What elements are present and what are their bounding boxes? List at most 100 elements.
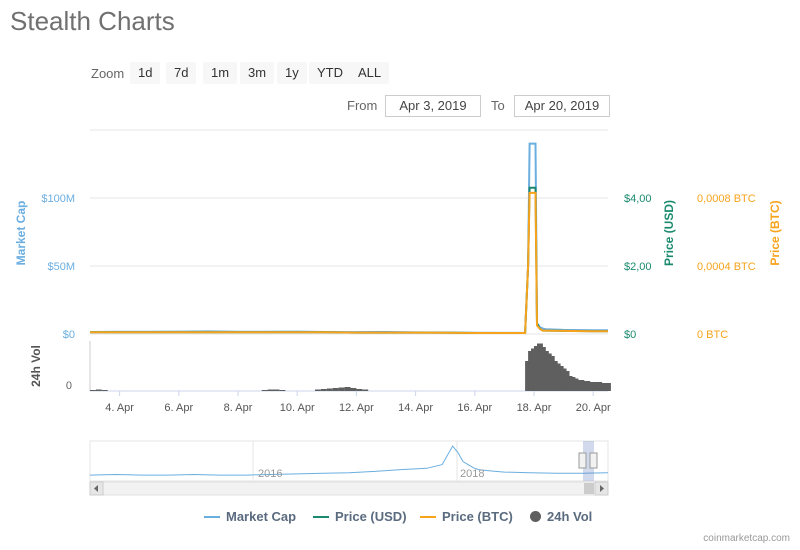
x-tick-label: 6. Apr [164,402,193,414]
volume-tick-label: 0 [66,380,72,392]
market-cap-tick-label: $50M [47,261,75,273]
x-tick-label: 8. Apr [224,402,253,414]
x-tick-label: 10. Apr [280,402,315,414]
volume-bar[interactable] [261,390,268,391]
x-tick-label: 18. Apr [517,402,552,414]
zoom-all-button[interactable]: ALL [350,62,390,84]
volume-bar[interactable] [525,361,531,391]
volume-bar[interactable] [575,380,582,391]
volume-bar[interactable] [560,368,567,392]
chart-area[interactable]: $0 $50M $100M $0 $2,00 $4,00 0 BTC 0,0004 BTC 0,… [0,0,800,510]
volume-bar[interactable] [554,363,561,392]
volume-bar[interactable] [356,389,363,391]
navigator[interactable]: 2016 2018 [89,440,609,496]
navigator-label-2018: 2018 [460,468,484,480]
volume-bar[interactable] [563,371,570,391]
volume-bar[interactable] [267,389,274,392]
volume-bar[interactable] [578,380,585,391]
page-title: Stealth Charts [10,6,175,36]
volume-bar[interactable] [548,356,555,391]
navigator-right-handle[interactable] [589,452,598,469]
x-tick-label: 16. Apr [457,402,492,414]
volume-bar[interactable] [539,347,546,391]
zoom-1d-button[interactable]: 1d [130,62,161,84]
volume-bar[interactable] [273,389,280,392]
chevron-right-icon [600,485,604,492]
volume-bar[interactable] [362,389,369,392]
chart-axes: $0 $50M $100M $0 $2,00 $4,00 0 BTC 0,0004 BTC 0,… [14,193,782,414]
price-btc-tick-label: 0 BTC [697,329,728,341]
price-btc-tick-label: 0,0004 BTC [697,261,756,273]
price-usd-tick-label: $4,00 [624,193,652,205]
volume-bar[interactable] [531,348,537,392]
volume-bar[interactable] [332,388,339,391]
legend-item-market-cap[interactable]: Market Cap [204,509,296,524]
volume-bar[interactable] [534,346,540,391]
chart-grid [90,129,608,335]
volume-bar[interactable] [320,389,327,391]
volume-bar[interactable] [338,387,345,392]
volume-bar[interactable] [279,390,286,391]
x-tick-label: 20. Apr [576,402,611,414]
volume-bar[interactable] [90,390,96,391]
legend-label: Price (BTC) [442,509,513,524]
volume-bar[interactable] [593,382,600,391]
chart-legend: Market Cap Price (USD) Price (BTC) 24h V… [0,509,800,529]
zoom-3m-button[interactable]: 3m [240,62,275,84]
volume-bar[interactable] [584,381,591,391]
zoom-ytd-button[interactable]: YTD [309,62,351,84]
price-usd-axis-title: Price (USD) [662,200,676,266]
range-to-input[interactable]: Apr 20, 2019 [514,95,610,117]
zoom-1y-button[interactable]: 1y [277,62,307,84]
volume-plot [89,341,611,392]
series-line-market-cap[interactable] [89,142,609,334]
x-tick-label: 14. Apr [398,402,433,414]
range-from-input[interactable]: Apr 3, 2019 [385,95,481,117]
volume-bar[interactable] [326,388,333,392]
navigator-selection[interactable] [583,441,594,481]
volume-bar[interactable] [545,353,552,392]
volume-bar[interactable] [101,390,108,391]
series-line-price-usd[interactable] [90,186,608,334]
market-cap-tick-label: $0 [63,329,75,341]
credit-link[interactable]: coinmarketcap.com [703,533,790,544]
legend-item-price-usd[interactable]: Price (USD) [313,509,407,524]
legend-label: Price (USD) [335,509,407,524]
market-cap-tick-label: $100M [41,193,75,205]
volume-axis-title: 24h Vol [29,345,43,387]
price-plot [89,142,609,334]
price-btc-swatch [420,515,436,518]
volume-swatch [530,511,541,522]
legend-item-price-btc[interactable]: Price (BTC) [420,509,513,524]
zoom-label: Zoom [91,66,125,81]
market-cap-axis-title: Market Cap [14,201,28,266]
price-usd-swatch [313,515,329,518]
navigator-label-2016: 2016 [258,468,282,480]
zoom-1m-button[interactable]: 1m [203,62,238,84]
market-cap-swatch [204,515,220,518]
range-from-label: From [347,98,378,113]
legend-label: 24h Vol [547,509,593,524]
navigator-scrollbar[interactable] [89,481,609,496]
x-tick-label: 12. Apr [339,402,374,414]
price-btc-axis-title: Price (BTC) [768,200,782,265]
range-to-label: To [491,98,505,113]
volume-bar[interactable] [590,382,597,391]
volume-bar[interactable] [95,389,102,392]
legend-item-volume[interactable]: 24h Vol [530,509,592,524]
navigator-frame [89,440,609,482]
x-tick-label: 4. Apr [105,402,134,414]
legend-label: Market Cap [226,509,297,524]
volume-bar[interactable] [599,383,605,391]
volume-bar[interactable] [344,387,351,391]
series-line-price-btc[interactable] [90,191,608,334]
volume-bar[interactable] [569,377,576,391]
scrollbar-thumb[interactable] [584,483,594,494]
navigator-plot [89,445,609,476]
volume-bar[interactable] [605,383,611,391]
navigator-left-handle[interactable] [578,452,587,469]
zoom-7d-button[interactable]: 7d [166,62,197,84]
navigator-series-line [89,445,609,476]
volume-bar[interactable] [350,388,357,391]
volume-bar[interactable] [315,389,321,392]
